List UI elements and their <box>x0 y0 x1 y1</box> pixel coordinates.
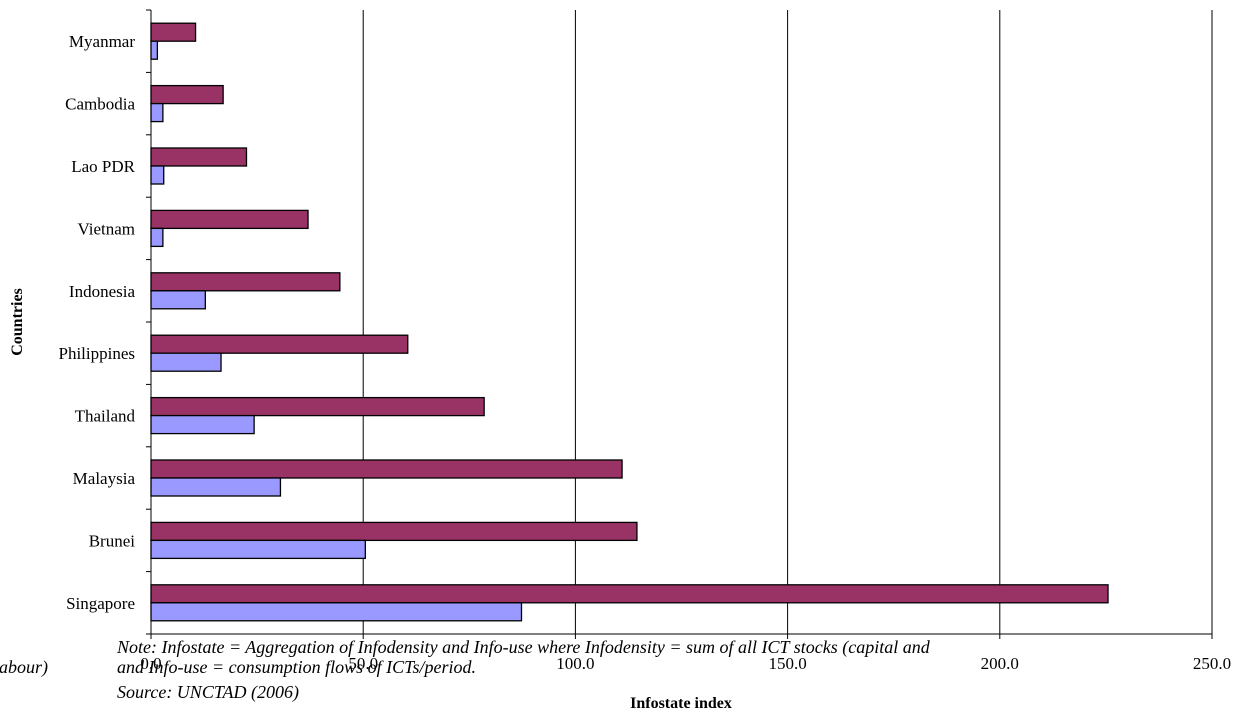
bar <box>150 352 222 372</box>
bar <box>150 209 309 230</box>
y-tick-label: Lao PDR <box>71 157 135 176</box>
note-line-2: and Info-use = consumption flows of ICTs… <box>117 657 476 677</box>
y-tick-label: Cambodia <box>65 95 135 114</box>
x-tick-label: 0.0 <box>140 654 161 673</box>
bar <box>150 521 638 542</box>
x-axis-title: Infostate index <box>630 695 732 712</box>
x-tick-label: 50.0 <box>348 654 378 673</box>
bar <box>150 147 248 167</box>
y-tick-label: Philippines <box>58 344 135 363</box>
bar <box>150 227 164 248</box>
x-tick-label: 100.0 <box>556 654 594 673</box>
x-tick-label: 200.0 <box>981 654 1019 673</box>
bar <box>150 477 282 497</box>
bar <box>150 414 255 435</box>
bar <box>150 22 197 42</box>
bar <box>150 459 623 479</box>
bar <box>150 84 224 105</box>
note-line-2-prefix: labour) <box>0 657 48 677</box>
bar <box>150 396 485 417</box>
note-line-1: Note: Infostate = Aggregation of Infoden… <box>117 637 930 657</box>
bar <box>150 290 206 310</box>
bar <box>150 539 366 560</box>
y-tick-label: Brunei <box>89 531 136 550</box>
y-tick-label: Singapore <box>66 594 135 613</box>
bar <box>150 334 409 354</box>
x-tick-label: 250.0 <box>1193 654 1231 673</box>
bar <box>150 584 1109 604</box>
source-note: Source: UNCTAD (2006) <box>117 682 299 702</box>
bar <box>150 602 523 622</box>
bar <box>150 40 159 60</box>
y-tick-label: Myanmar <box>69 32 135 51</box>
y-axis-title: Countries <box>9 288 26 356</box>
y-tick-label: Indonesia <box>69 282 136 301</box>
x-tick-label: 150.0 <box>768 654 806 673</box>
bar <box>150 165 165 185</box>
bar <box>150 102 164 123</box>
bar <box>150 272 341 292</box>
y-tick-label: Malaysia <box>73 469 136 488</box>
y-tick-label: Vietnam <box>77 219 135 238</box>
y-tick-label: Thailand <box>75 407 136 426</box>
